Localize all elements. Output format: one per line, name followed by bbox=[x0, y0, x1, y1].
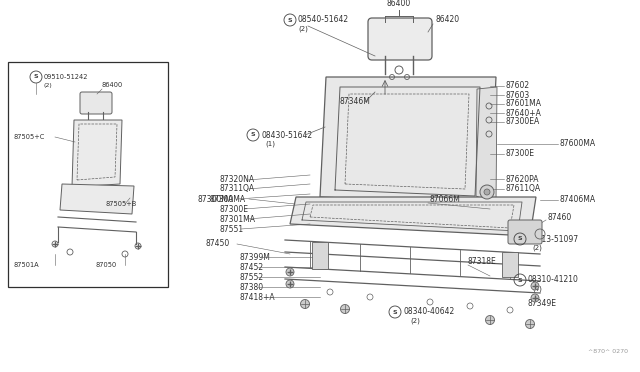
Text: S: S bbox=[34, 74, 38, 80]
Text: 87311QA: 87311QA bbox=[220, 185, 255, 193]
Text: 87460: 87460 bbox=[548, 212, 572, 221]
Text: 87301MA: 87301MA bbox=[220, 215, 256, 224]
Circle shape bbox=[525, 320, 534, 328]
Text: 08310-41210: 08310-41210 bbox=[528, 276, 579, 285]
FancyBboxPatch shape bbox=[80, 92, 112, 114]
Text: 87600MA: 87600MA bbox=[560, 140, 596, 148]
Text: 87380: 87380 bbox=[240, 282, 264, 292]
Text: (4): (4) bbox=[532, 286, 542, 292]
Text: 87300MA: 87300MA bbox=[210, 195, 246, 203]
Text: 87300MA: 87300MA bbox=[197, 195, 233, 203]
Text: 87620PA: 87620PA bbox=[506, 174, 540, 183]
Text: 87602: 87602 bbox=[506, 81, 530, 90]
Text: 08540-51642: 08540-51642 bbox=[298, 16, 349, 25]
Text: 87418+A: 87418+A bbox=[240, 292, 276, 301]
Text: 86420: 86420 bbox=[435, 16, 459, 25]
Circle shape bbox=[486, 315, 495, 324]
Text: S: S bbox=[518, 278, 522, 282]
Text: 87450: 87450 bbox=[205, 240, 229, 248]
Text: 87320NA: 87320NA bbox=[220, 176, 255, 185]
FancyBboxPatch shape bbox=[508, 220, 542, 244]
Text: ^870^ 0270: ^870^ 0270 bbox=[588, 349, 628, 354]
Text: 87318E: 87318E bbox=[468, 257, 497, 266]
Text: 87300EA: 87300EA bbox=[506, 118, 540, 126]
Text: 87611QA: 87611QA bbox=[506, 185, 541, 193]
Text: 86400: 86400 bbox=[387, 0, 411, 9]
Text: 08513-51097: 08513-51097 bbox=[528, 234, 579, 244]
Polygon shape bbox=[72, 120, 122, 187]
Text: 87501A: 87501A bbox=[14, 262, 40, 268]
Text: (2): (2) bbox=[410, 318, 420, 324]
Text: 87505+C: 87505+C bbox=[14, 134, 45, 140]
Text: S: S bbox=[518, 237, 522, 241]
Polygon shape bbox=[60, 184, 134, 214]
Text: 87399M: 87399M bbox=[240, 253, 271, 262]
Text: 87601MA: 87601MA bbox=[506, 99, 542, 109]
FancyBboxPatch shape bbox=[368, 18, 432, 60]
Circle shape bbox=[484, 189, 490, 195]
Text: 87300E: 87300E bbox=[506, 150, 535, 158]
Circle shape bbox=[301, 299, 310, 308]
Text: 87640+A: 87640+A bbox=[506, 109, 542, 118]
Circle shape bbox=[531, 282, 539, 290]
Polygon shape bbox=[476, 87, 497, 204]
Text: S: S bbox=[393, 310, 397, 314]
Text: 09510-51242: 09510-51242 bbox=[44, 74, 88, 80]
Text: 87603: 87603 bbox=[506, 90, 531, 99]
Text: (2): (2) bbox=[532, 245, 542, 251]
Text: (2): (2) bbox=[298, 26, 308, 32]
Circle shape bbox=[480, 185, 494, 199]
Circle shape bbox=[340, 305, 349, 314]
Polygon shape bbox=[320, 77, 496, 204]
Text: 87050: 87050 bbox=[95, 262, 116, 268]
Text: 87349E: 87349E bbox=[528, 299, 557, 308]
Polygon shape bbox=[290, 197, 536, 236]
Text: 08340-40642: 08340-40642 bbox=[403, 308, 454, 317]
Circle shape bbox=[286, 268, 294, 276]
Text: 87300E: 87300E bbox=[220, 205, 249, 214]
Text: 87551: 87551 bbox=[220, 224, 244, 234]
Text: 86400: 86400 bbox=[102, 82, 124, 88]
Bar bbox=[502, 252, 518, 277]
Text: 87505+B: 87505+B bbox=[105, 201, 136, 207]
Circle shape bbox=[286, 280, 294, 288]
Text: 87552: 87552 bbox=[240, 273, 264, 282]
Text: 87452: 87452 bbox=[240, 263, 264, 272]
Text: 08430-51642: 08430-51642 bbox=[261, 131, 312, 140]
Text: (1): (1) bbox=[265, 141, 275, 147]
Text: (2): (2) bbox=[44, 83, 52, 87]
Text: 87406MA: 87406MA bbox=[560, 196, 596, 205]
Circle shape bbox=[531, 294, 539, 302]
Text: S: S bbox=[251, 132, 255, 138]
Bar bbox=[312, 242, 328, 269]
Text: S: S bbox=[288, 17, 292, 22]
Text: 87346M: 87346M bbox=[340, 97, 371, 106]
Text: 87066M: 87066M bbox=[430, 196, 461, 205]
Bar bbox=[8, 62, 168, 287]
